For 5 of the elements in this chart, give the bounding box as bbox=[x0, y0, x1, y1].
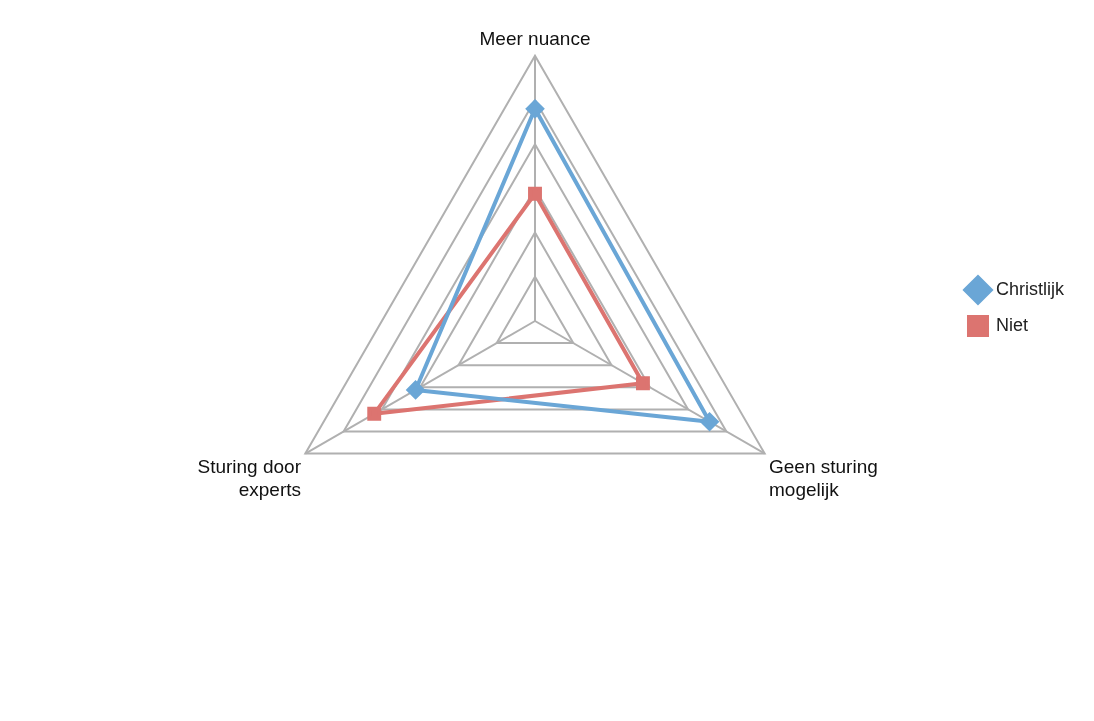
spoke-label: Geen sturing mogelijk bbox=[769, 455, 878, 500]
spoke-label: Meer nuance bbox=[479, 27, 591, 49]
spoke-label: Sturing door experts bbox=[197, 455, 302, 500]
legend-label: Christlijk bbox=[996, 278, 1065, 299]
legend-label: Niet bbox=[996, 314, 1029, 335]
